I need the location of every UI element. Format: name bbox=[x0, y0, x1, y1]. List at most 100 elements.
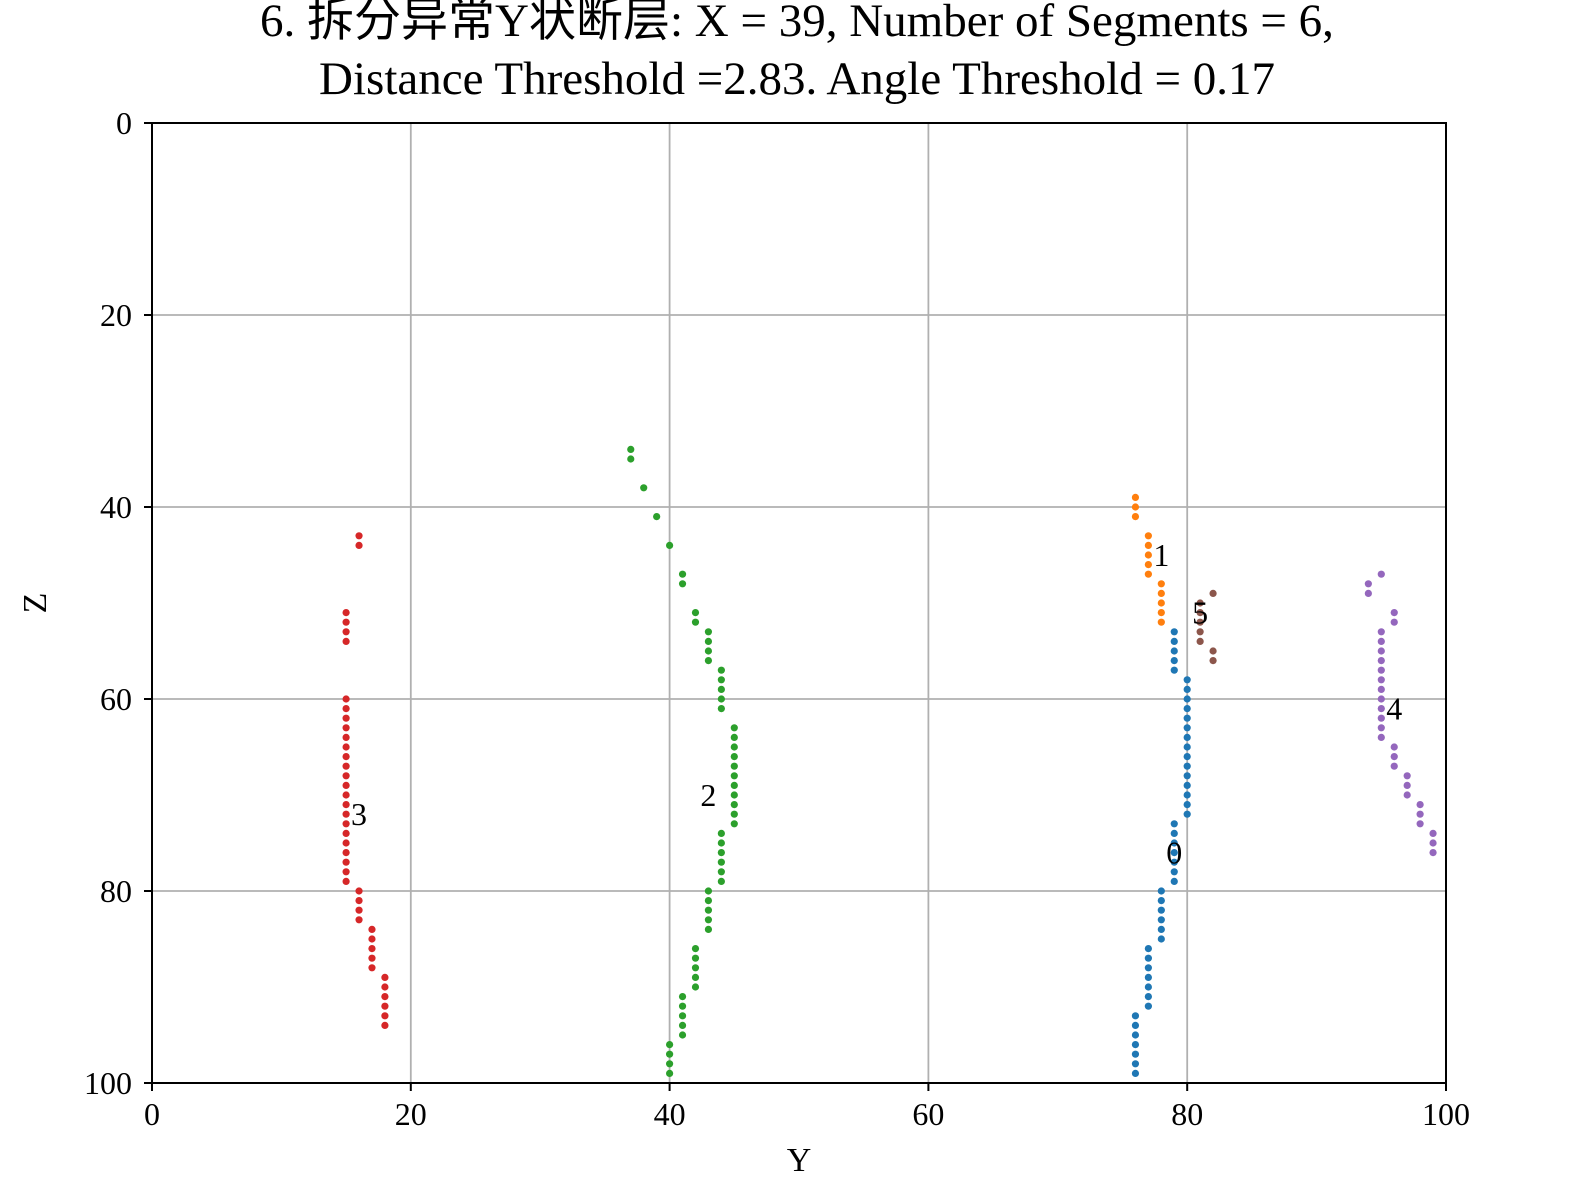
data-point bbox=[342, 724, 350, 732]
data-point bbox=[730, 810, 738, 818]
data-point bbox=[342, 820, 350, 828]
data-point bbox=[1144, 561, 1152, 569]
data-point bbox=[1364, 589, 1372, 598]
data-point bbox=[1170, 877, 1178, 886]
data-point bbox=[1144, 541, 1152, 550]
data-point bbox=[1183, 685, 1191, 694]
data-point bbox=[717, 858, 725, 866]
y-axis-label: Z bbox=[17, 593, 54, 614]
data-point bbox=[1170, 820, 1178, 828]
data-point bbox=[1157, 599, 1165, 607]
data-point bbox=[1416, 810, 1424, 818]
data-point bbox=[717, 666, 725, 674]
data-point bbox=[678, 1031, 687, 1039]
data-point bbox=[1157, 609, 1165, 617]
data-point bbox=[691, 954, 700, 962]
data-point bbox=[704, 916, 713, 924]
data-point bbox=[730, 791, 738, 799]
data-point bbox=[355, 532, 363, 540]
data-point bbox=[342, 868, 350, 876]
data-point bbox=[368, 925, 376, 934]
data-point bbox=[1170, 849, 1178, 857]
data-point bbox=[1131, 1050, 1140, 1058]
data-point bbox=[730, 801, 738, 809]
data-point bbox=[704, 657, 713, 665]
y-tick-label: 80 bbox=[100, 873, 132, 909]
y-tick-label: 100 bbox=[84, 1065, 132, 1101]
data-point bbox=[1170, 637, 1178, 646]
data-point bbox=[717, 839, 725, 847]
data-point bbox=[1144, 945, 1152, 953]
data-point bbox=[1377, 637, 1385, 646]
data-point bbox=[342, 753, 350, 761]
data-point bbox=[342, 714, 350, 722]
data-point bbox=[730, 820, 738, 828]
data-point bbox=[704, 887, 713, 895]
data-point bbox=[1209, 589, 1217, 598]
data-point bbox=[1416, 801, 1424, 809]
data-point bbox=[666, 1060, 674, 1068]
x-tick-label: 60 bbox=[912, 1096, 944, 1132]
data-point bbox=[1131, 493, 1140, 501]
data-point bbox=[342, 733, 350, 742]
data-point bbox=[342, 637, 350, 646]
data-point bbox=[691, 983, 700, 991]
data-point bbox=[1403, 781, 1411, 790]
data-point bbox=[342, 849, 350, 857]
data-point bbox=[368, 935, 376, 943]
data-point bbox=[717, 695, 725, 703]
data-point bbox=[1144, 983, 1152, 991]
segment-label-3: 3 bbox=[351, 796, 367, 832]
data-point bbox=[1429, 839, 1437, 847]
data-point bbox=[1377, 695, 1385, 703]
data-point bbox=[627, 445, 635, 453]
segment-label-1: 1 bbox=[1153, 537, 1169, 573]
data-point bbox=[355, 916, 363, 924]
data-point bbox=[1157, 580, 1165, 588]
data-point bbox=[730, 733, 738, 742]
data-point bbox=[355, 541, 363, 550]
data-point bbox=[355, 897, 363, 905]
data-point bbox=[1183, 676, 1191, 684]
data-point bbox=[1170, 628, 1178, 636]
data-point bbox=[342, 695, 350, 703]
y-tick-label: 60 bbox=[100, 681, 132, 717]
data-point bbox=[1403, 791, 1411, 799]
segment-label-4: 4 bbox=[1386, 691, 1402, 727]
data-point bbox=[691, 964, 700, 972]
data-point bbox=[1196, 599, 1204, 607]
data-points bbox=[342, 445, 1437, 1077]
data-point bbox=[1390, 618, 1398, 626]
data-point bbox=[1157, 887, 1165, 895]
data-point bbox=[1131, 1041, 1140, 1049]
series-0 bbox=[1131, 628, 1191, 1077]
data-point bbox=[1131, 1069, 1140, 1077]
data-point bbox=[1170, 666, 1178, 674]
data-point bbox=[730, 753, 738, 761]
data-point bbox=[342, 743, 350, 751]
data-point bbox=[1377, 628, 1385, 636]
chart-title-line-1: 6. 拆分异常Y状断层: X = 39, Number of Segments … bbox=[260, 0, 1334, 47]
data-point bbox=[1157, 906, 1165, 914]
data-point bbox=[1403, 772, 1411, 780]
data-point bbox=[368, 964, 376, 972]
y-tick-label: 0 bbox=[116, 105, 132, 141]
data-point bbox=[1196, 609, 1204, 617]
data-point bbox=[666, 1041, 674, 1049]
data-point bbox=[1157, 935, 1165, 943]
data-point bbox=[1183, 791, 1191, 799]
data-point bbox=[704, 897, 713, 905]
data-point bbox=[1429, 849, 1437, 857]
data-point bbox=[1377, 685, 1385, 694]
data-point bbox=[1196, 618, 1204, 626]
data-point bbox=[342, 705, 350, 713]
data-point bbox=[1183, 695, 1191, 703]
data-point bbox=[1209, 657, 1217, 665]
data-point bbox=[717, 705, 725, 713]
data-point bbox=[1170, 868, 1178, 876]
data-point bbox=[1183, 753, 1191, 761]
segment-label-0: 0 bbox=[1166, 835, 1182, 871]
data-point bbox=[704, 647, 713, 655]
data-point bbox=[1131, 1031, 1140, 1039]
data-point bbox=[342, 801, 350, 809]
